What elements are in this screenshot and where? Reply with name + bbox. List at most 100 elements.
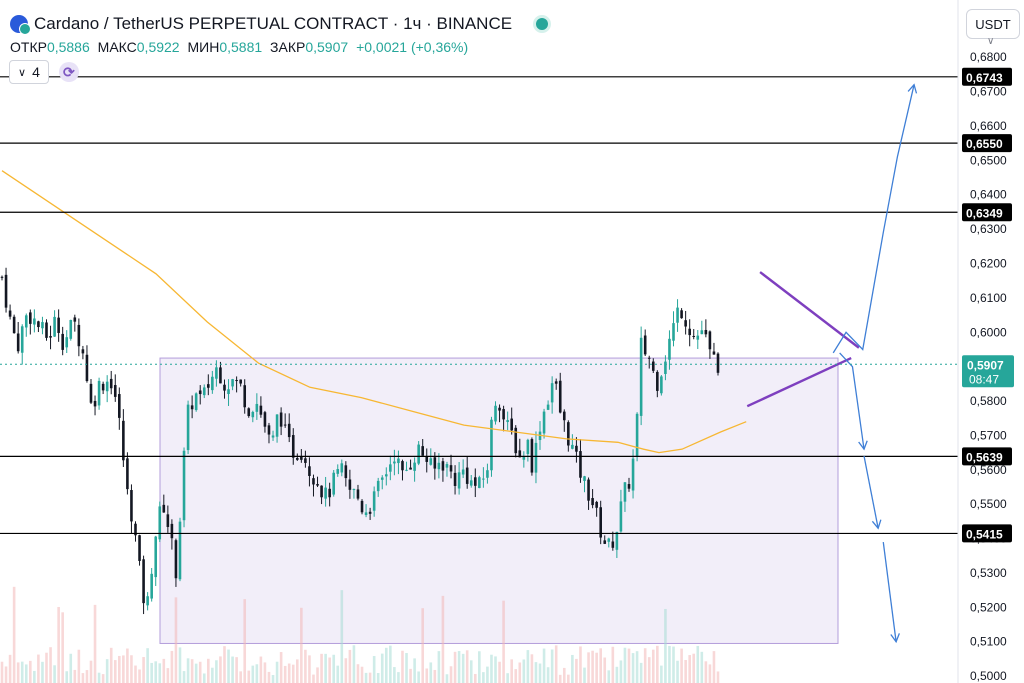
volume-bar [61,612,64,683]
price-tick-label: 0,5300 [970,566,1007,580]
moving-average-line [1,170,747,454]
candle-body [295,458,299,460]
volume-bar [651,649,655,683]
projection-arrow-up[interactable] [832,84,915,354]
sync-icon[interactable]: ⟳ [58,62,79,82]
volume-bar [595,652,598,683]
volume-bar [267,671,271,683]
candle-body [316,484,319,486]
volume-bar [664,608,667,683]
volume-bar [190,659,194,683]
volume-bar [708,664,712,683]
candle-body [77,324,81,347]
candle-body [308,466,311,476]
price-axis: 0,50000,51000,52000,53000,54000,55000,56… [957,0,1024,683]
candle-body [300,456,303,460]
candle-body [263,412,267,427]
candle-body [207,384,210,388]
volume-bar [336,665,340,683]
currency-label: USDT [975,16,1011,32]
price-tick-label: 0,5100 [970,635,1007,649]
projection-arrow-down[interactable] [882,541,897,642]
projection-arrow-down[interactable] [839,352,865,450]
candle-body [37,321,40,328]
currency-button[interactable]: USDT ∨ [966,9,1020,47]
candle-body [389,464,392,472]
candle-body [716,353,720,373]
volume-bar [567,674,570,683]
volume-bar [562,667,566,683]
candle-body [522,456,526,460]
volume-bar [138,669,141,683]
candle-body [344,465,348,479]
volume-bar [73,669,77,683]
volume-bar [291,664,295,683]
volume-bar [704,661,708,683]
volume-bar [571,654,574,683]
candle-body [283,424,287,426]
volume-bar [182,671,186,683]
volume-bar [384,647,388,683]
candle-body [421,446,425,456]
volume-bar [101,674,105,683]
candle-body [170,523,174,539]
candle-body [437,462,441,470]
candle-body [393,461,396,464]
candle-body [647,357,651,359]
volume-bar [279,652,283,683]
candles [0,267,720,615]
consolidation-range-box [159,357,839,644]
volume-bar [615,666,619,683]
triangle-upper-line[interactable] [759,271,860,349]
candle-body [668,338,671,360]
candle-body [567,422,570,446]
volume-bar [522,659,526,683]
volume-bar [202,673,206,683]
volume-bar [684,660,687,683]
candle-body [664,361,667,374]
projection-arrow-down[interactable] [863,455,879,529]
level-price-label: 0,6550 [966,137,1003,151]
candle-body [486,470,489,478]
candle-body [453,472,457,486]
candle-body [324,487,327,499]
indicators-toggle-button[interactable]: ∨ 4 [9,60,49,84]
candle-body [33,318,36,325]
volume-bar [575,658,578,683]
volume-bar [619,660,623,683]
volume-bar [660,665,663,683]
volume-bar [57,606,60,683]
volume-bar [611,646,615,683]
volume-bar [134,665,137,683]
volume-bar [712,651,716,683]
volume-bar [494,656,497,683]
volume-bar [227,649,230,683]
volume-bar [239,671,242,683]
candle-body [680,310,683,319]
volume-bar [174,597,178,683]
volume-bar [579,646,582,683]
candle-body [518,450,522,458]
candle-body [174,540,178,579]
volume-bar [441,595,445,683]
volume-bar [453,651,457,683]
candle-body [583,476,586,481]
volume-bar [142,657,145,683]
volume-bar [328,657,331,683]
volume-bar [510,659,513,683]
candle-body [688,328,691,336]
volume-bar [647,657,651,683]
candle-body [360,500,364,513]
triangle-lower-line[interactable] [746,356,852,408]
volume-bar [372,656,376,683]
candle-body [506,420,509,423]
arrow-head [890,633,900,644]
price-tick-label: 0,6600 [970,119,1007,133]
volume-bar [360,666,364,683]
volume-bar [223,646,226,683]
candle-body [684,320,687,327]
price-tick-label: 0,5800 [970,394,1007,408]
volume-bar [554,645,558,683]
candle-body [401,461,404,471]
